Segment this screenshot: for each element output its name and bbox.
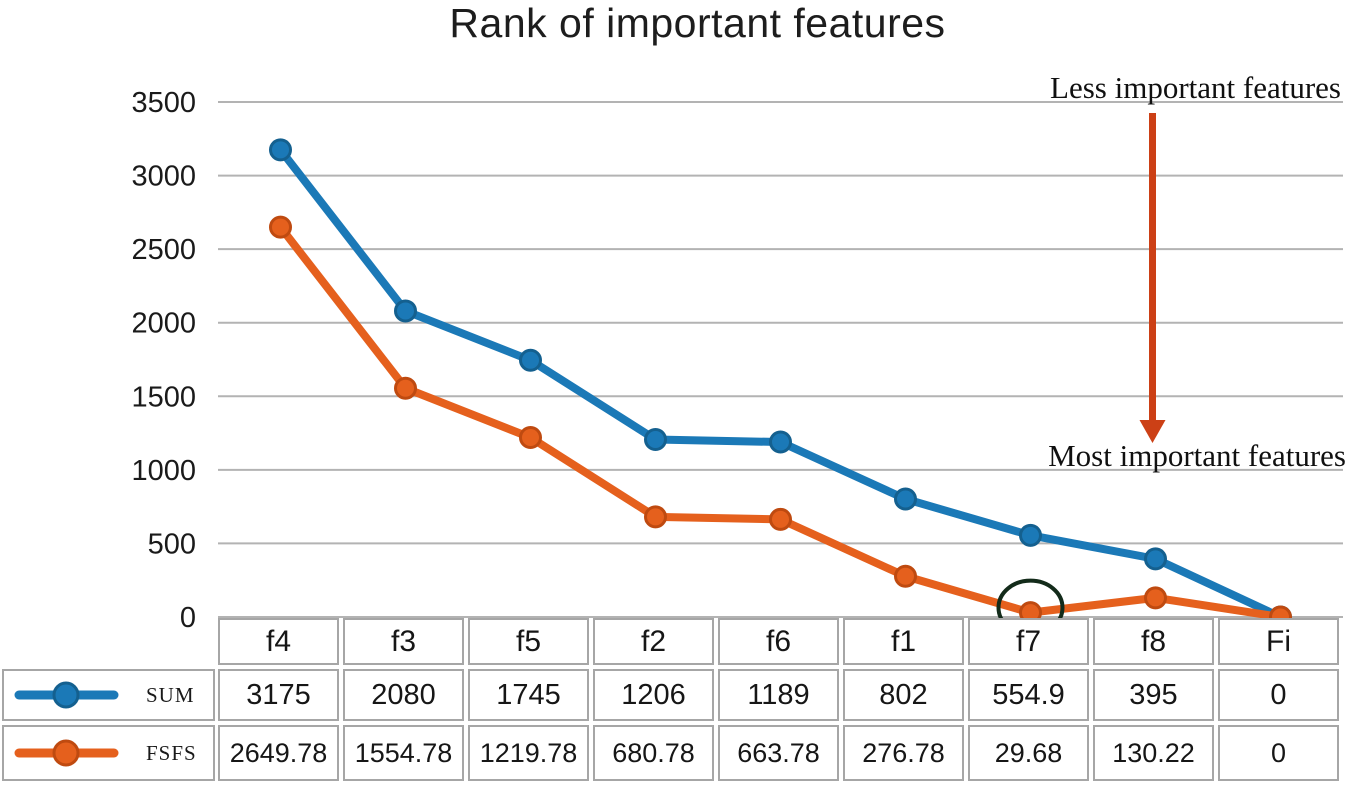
chart-title: Rank of important features bbox=[449, 0, 946, 46]
series-marker-sum bbox=[519, 348, 542, 372]
table-header-cell: f3 bbox=[343, 618, 464, 665]
y-axis-tick-label: 3500 bbox=[131, 87, 196, 119]
table-cell-sum: 0 bbox=[1218, 669, 1339, 721]
series-line-sum bbox=[276, 145, 1285, 621]
series-marker-fsfs bbox=[519, 426, 542, 450]
series-marker-sum bbox=[1019, 523, 1042, 547]
series-marker-fsfs bbox=[769, 507, 792, 531]
y-axis-tick-label: 2000 bbox=[131, 308, 196, 340]
table-header-cell: f2 bbox=[593, 618, 714, 665]
importance-arrow-head bbox=[1139, 420, 1166, 443]
series-marker-sum bbox=[894, 487, 917, 511]
table-cell-sum: 554.9 bbox=[968, 669, 1089, 721]
table-cell-sum: 1206 bbox=[593, 669, 714, 721]
sum-series-legend-icon bbox=[14, 678, 122, 712]
y-axis-tick-label: 3000 bbox=[131, 161, 196, 193]
table-cell-sum: 3175 bbox=[218, 669, 339, 721]
series-marker-fsfs bbox=[894, 564, 917, 588]
table-cell-fsfs: 1219.78 bbox=[468, 725, 589, 781]
table-cell-sum: 2080 bbox=[343, 669, 464, 721]
table-cell-sum: 1745 bbox=[468, 669, 589, 721]
legend-label-sum: SUM bbox=[146, 682, 195, 707]
series-marker-fsfs bbox=[269, 215, 292, 239]
table-header-cell: f4 bbox=[218, 618, 339, 665]
y-axis-tick-label: 1500 bbox=[131, 381, 196, 413]
series-marker-sum bbox=[394, 299, 417, 323]
table-cell-sum: 1189 bbox=[718, 669, 839, 721]
table-cell-fsfs: 29.68 bbox=[968, 725, 1089, 781]
table-cell-fsfs: 1554.78 bbox=[343, 725, 464, 781]
legend-item-sum: SUM bbox=[2, 669, 215, 721]
table-header-cell: f6 bbox=[718, 618, 839, 665]
y-axis-tick-label: 500 bbox=[148, 528, 196, 560]
table-cell-fsfs: 0 bbox=[1218, 725, 1339, 781]
series-marker-sum bbox=[1144, 547, 1167, 571]
series-marker-fsfs bbox=[394, 376, 417, 400]
table-header-cell: f5 bbox=[468, 618, 589, 665]
series-marker-fsfs bbox=[1144, 586, 1167, 610]
legend-item-fsfs: FSFS bbox=[2, 725, 215, 781]
annotation-less-important-features: Less important features bbox=[1050, 70, 1341, 105]
series-line-fsfs bbox=[276, 223, 1285, 621]
series-marker-sum bbox=[644, 428, 667, 452]
table-header-cell: Fi bbox=[1218, 618, 1339, 665]
series-marker-fsfs bbox=[644, 505, 667, 529]
table-cell-fsfs: 130.22 bbox=[1093, 725, 1214, 781]
table-header-cell: f8 bbox=[1093, 618, 1214, 665]
y-axis-tick-label: 0 bbox=[180, 602, 196, 634]
table-cell-fsfs: 2649.78 bbox=[218, 725, 339, 781]
legend-label-fsfs: FSFS bbox=[146, 740, 197, 765]
y-axis-tick-label: 1000 bbox=[131, 455, 196, 487]
table-cell-sum: 802 bbox=[843, 669, 964, 721]
annotation-most-important-features: Most important features bbox=[1048, 438, 1346, 473]
series-marker-sum bbox=[269, 138, 292, 162]
y-axis-tick-label: 2500 bbox=[131, 234, 196, 266]
fsfs-series-legend-icon bbox=[14, 736, 122, 770]
table-cell-sum: 395 bbox=[1093, 669, 1214, 721]
table-cell-fsfs: 663.78 bbox=[718, 725, 839, 781]
table-cell-fsfs: 680.78 bbox=[593, 725, 714, 781]
series-marker-sum bbox=[769, 430, 792, 454]
table-header-cell: f7 bbox=[968, 618, 1089, 665]
table-header-cell: f1 bbox=[843, 618, 964, 665]
table-cell-fsfs: 276.78 bbox=[843, 725, 964, 781]
